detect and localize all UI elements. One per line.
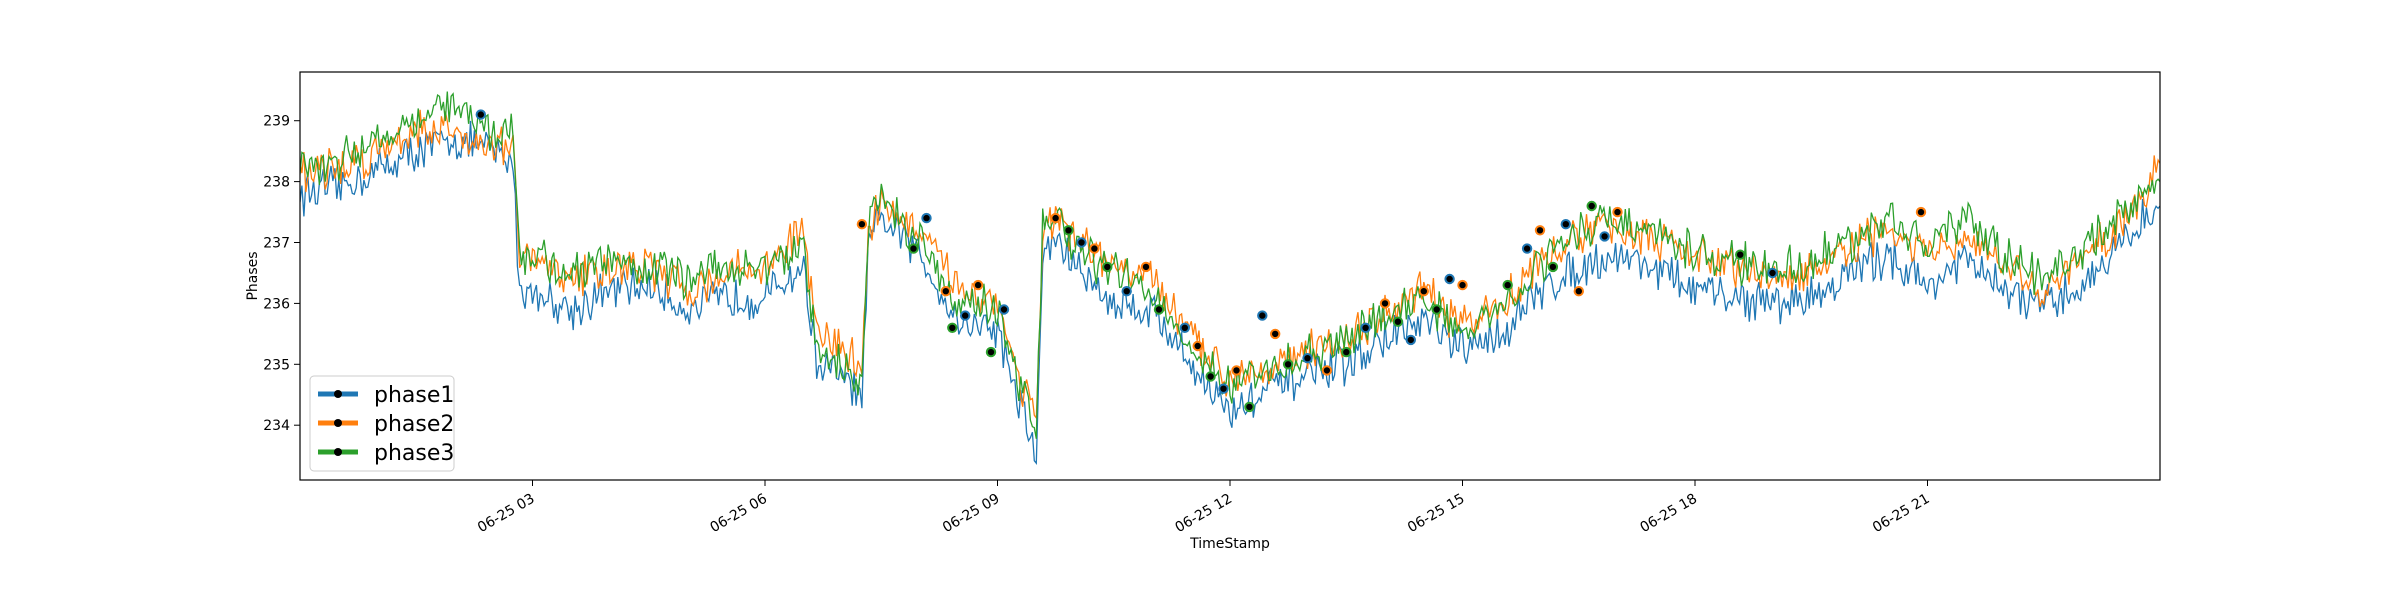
legend: phase1 phase2 phase3 bbox=[309, 375, 455, 472]
anomaly-marker bbox=[1521, 243, 1533, 254]
anomaly-marker bbox=[1089, 243, 1100, 254]
anomaly-markers bbox=[475, 109, 1927, 413]
anomaly-marker bbox=[1360, 322, 1371, 333]
legend-marker-phase1 bbox=[334, 390, 342, 398]
anomaly-marker bbox=[1418, 286, 1430, 297]
anomaly-marker bbox=[960, 310, 971, 321]
anomaly-marker bbox=[1076, 237, 1087, 248]
series-line-phase1 bbox=[300, 120, 2160, 465]
anomaly-marker bbox=[1341, 346, 1352, 358]
anomaly-marker bbox=[1457, 279, 1468, 291]
anomaly-marker bbox=[1102, 261, 1113, 273]
y-tick-label: 236 bbox=[263, 296, 290, 312]
y-tick-label: 239 bbox=[263, 114, 290, 130]
anomaly-marker bbox=[940, 286, 951, 297]
y-tick-label: 238 bbox=[263, 175, 290, 191]
anomaly-marker bbox=[475, 109, 486, 120]
series-lines bbox=[300, 91, 2160, 465]
anomaly-marker bbox=[1153, 304, 1165, 315]
anomaly-marker bbox=[921, 212, 932, 224]
x-axis-label: TimeStamp bbox=[1189, 536, 1270, 552]
legend-label-phase2: phase2 bbox=[374, 412, 454, 437]
series-line-phase3 bbox=[300, 91, 2160, 439]
anomaly-marker bbox=[1379, 298, 1391, 309]
y-tick-label: 234 bbox=[263, 418, 290, 434]
anomaly-marker bbox=[1282, 359, 1294, 370]
anomaly-marker bbox=[1767, 267, 1778, 279]
anomaly-marker bbox=[998, 304, 1010, 315]
anomaly-marker bbox=[1179, 322, 1191, 333]
anomaly-marker bbox=[1050, 212, 1061, 224]
anomaly-marker bbox=[1302, 353, 1313, 364]
anomaly-marker bbox=[1599, 231, 1610, 242]
anomaly-marker bbox=[1405, 334, 1417, 346]
anomaly-marker bbox=[1244, 401, 1255, 413]
legend-label-phase1: phase1 bbox=[374, 383, 454, 408]
legend-marker-phase2 bbox=[334, 419, 342, 427]
series-line-phase2 bbox=[300, 109, 2160, 420]
anomaly-marker bbox=[1218, 383, 1229, 394]
y-axis-label: Phases bbox=[245, 251, 261, 300]
anomaly-marker bbox=[1270, 328, 1281, 340]
anomaly-marker bbox=[1573, 286, 1585, 297]
anomaly-marker bbox=[1560, 219, 1572, 230]
anomaly-marker bbox=[1231, 365, 1242, 376]
anomaly-marker bbox=[908, 243, 919, 254]
legend-marker-phase3 bbox=[334, 448, 342, 456]
legend-box bbox=[309, 375, 455, 472]
anomaly-marker bbox=[1192, 340, 1203, 352]
anomaly-marker bbox=[985, 346, 997, 358]
anomaly-marker bbox=[1121, 286, 1132, 297]
anomaly-marker bbox=[1502, 279, 1513, 291]
anomaly-marker bbox=[1257, 310, 1268, 321]
anomaly-marker bbox=[1444, 273, 1455, 285]
anomaly-marker bbox=[1586, 200, 1597, 212]
anomaly-marker bbox=[1392, 316, 1404, 327]
y-tick-label: 237 bbox=[263, 236, 290, 252]
anomaly-marker bbox=[856, 219, 868, 230]
anomaly-marker bbox=[1205, 371, 1216, 382]
anomaly-marker bbox=[1063, 225, 1074, 236]
anomaly-marker bbox=[1735, 249, 1746, 260]
anomaly-marker bbox=[1915, 206, 1927, 218]
y-axis: 234 235 236 237 238 239 bbox=[263, 114, 300, 434]
anomaly-marker bbox=[1534, 225, 1546, 236]
anomaly-marker bbox=[947, 322, 958, 333]
anomaly-marker bbox=[972, 279, 984, 291]
y-tick-label: 235 bbox=[263, 357, 290, 373]
anomaly-marker bbox=[1321, 365, 1333, 376]
anomaly-marker bbox=[1140, 261, 1152, 273]
anomaly-marker bbox=[1431, 304, 1442, 315]
legend-label-phase3: phase3 bbox=[374, 441, 454, 466]
anomaly-marker bbox=[1547, 261, 1559, 273]
anomaly-marker bbox=[1612, 206, 1623, 218]
